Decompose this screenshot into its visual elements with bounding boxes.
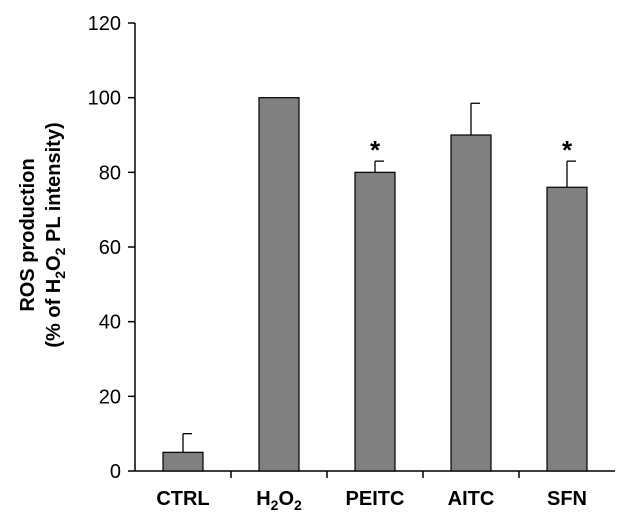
x-category-label: AITC [448, 488, 495, 510]
x-category-label: PEITC [346, 488, 405, 510]
y-tick-label: 60 [99, 237, 121, 259]
significance-marks: * * [370, 135, 573, 165]
x-category-label: H2O2 [256, 488, 302, 513]
y-tick-labels: 0 20 40 60 80 100 120 [88, 13, 121, 483]
x-category-labels: CTRL H2O2 PEITC AITC SFN [156, 488, 587, 513]
bars [162, 97, 588, 472]
bar [450, 134, 492, 472]
bar [258, 97, 300, 472]
y-tick-label: 20 [99, 386, 121, 408]
y-tick-label: 100 [88, 88, 121, 110]
y-tick-label: 0 [110, 461, 121, 483]
bar [162, 451, 204, 472]
y-axis-title-line1: ROS production [17, 158, 39, 311]
error-bars [182, 102, 576, 453]
x-category-label: SFN [547, 488, 587, 510]
y-tick-label: 120 [88, 13, 121, 35]
x-category-label: CTRL [156, 488, 209, 510]
y-tick-label: 80 [99, 162, 121, 184]
significance-mark: * [370, 135, 381, 165]
y-axis-title-line2: (% of H2O2 PL intensity) [43, 122, 68, 347]
bar [546, 186, 588, 472]
significance-mark: * [562, 135, 573, 165]
y-tick-label: 40 [99, 312, 121, 334]
bar [354, 171, 396, 472]
y-axis-title: ROS production (% of H2O2 PL intensity) [17, 122, 68, 347]
